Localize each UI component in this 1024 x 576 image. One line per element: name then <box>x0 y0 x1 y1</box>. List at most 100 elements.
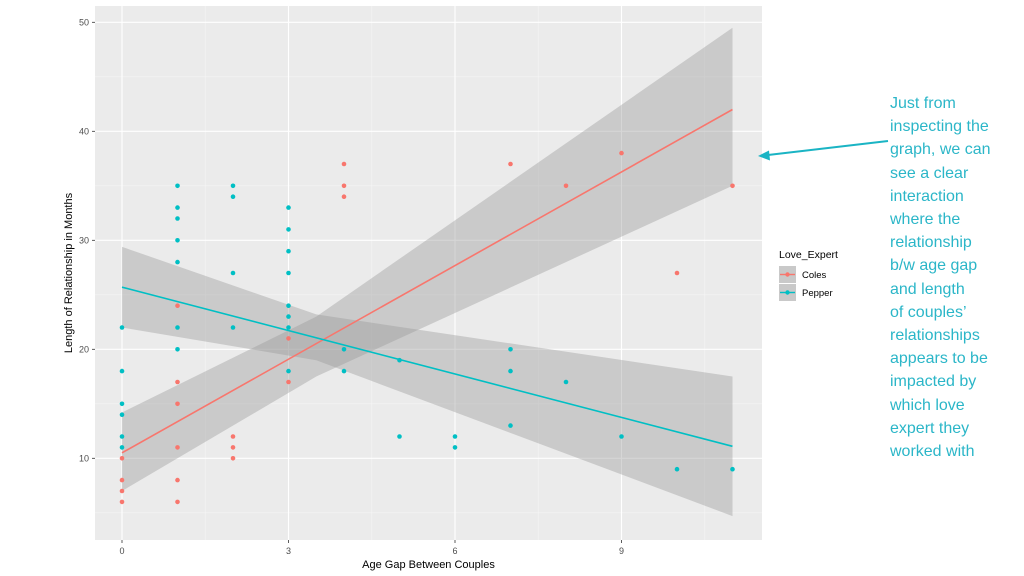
data-point-coles <box>230 445 236 450</box>
data-point-pepper <box>563 379 569 385</box>
data-point-coles <box>508 161 513 167</box>
x-axis-title: Age Gap Between Couples <box>362 559 495 571</box>
data-point-pepper <box>286 368 291 374</box>
data-point-pepper <box>452 445 458 450</box>
fit-line-pepper <box>121 286 733 448</box>
x-tick-label: 3 <box>286 546 291 556</box>
data-point-pepper <box>230 270 236 276</box>
data-point-pepper <box>230 325 236 330</box>
annotation-line: worked with <box>890 443 975 461</box>
plot-panel <box>95 6 762 540</box>
y-axis-title: Length of Relationship in Months <box>63 192 75 353</box>
annotation-line: graph, we can <box>890 141 991 159</box>
data-point-coles <box>230 456 236 461</box>
data-point-pepper <box>119 368 125 374</box>
annotation-line: Just from <box>890 95 956 112</box>
data-point-pepper <box>230 194 236 199</box>
data-point-coles <box>619 150 624 156</box>
data-point-pepper <box>286 270 291 276</box>
data-point-pepper <box>286 325 291 330</box>
x-tick-label: 0 <box>119 546 124 556</box>
fit-line-coles <box>121 108 733 454</box>
data-point-coles <box>286 379 291 385</box>
y-tick-label: 40 <box>79 126 89 136</box>
data-point-coles <box>230 434 236 439</box>
data-point-pepper <box>119 412 125 418</box>
data-point-coles <box>341 161 347 167</box>
data-point-pepper <box>175 183 180 189</box>
annotation-arrow-line <box>767 140 889 156</box>
data-point-pepper <box>175 347 180 352</box>
data-point-pepper <box>674 466 680 472</box>
data-point-pepper <box>397 434 402 439</box>
annotation-line: expert they <box>890 419 970 437</box>
annotation-line: relationships <box>890 327 980 345</box>
annotation-line: interaction <box>890 187 964 205</box>
data-point-pepper <box>619 434 624 439</box>
legend-dot-coles <box>785 272 790 277</box>
y-tick-label: 10 <box>79 453 89 463</box>
y-tick-label: 30 <box>79 235 89 245</box>
data-point-pepper <box>119 434 125 439</box>
y-tick-label: 50 <box>79 17 89 27</box>
data-point-coles <box>341 183 347 189</box>
confidence-band-pepper <box>122 246 733 517</box>
data-point-coles <box>175 499 180 505</box>
annotation-arrow-head <box>758 150 770 161</box>
x-tick-label: 9 <box>619 546 624 556</box>
annotation-line: and length <box>890 280 965 298</box>
data-point-coles <box>119 456 125 461</box>
annotation-line: appears to be <box>890 350 988 368</box>
data-point-pepper <box>508 347 513 352</box>
annotation-line: which love <box>890 396 965 414</box>
data-point-pepper <box>508 368 513 374</box>
data-point-pepper <box>730 466 735 472</box>
data-point-coles <box>175 303 180 309</box>
data-point-pepper <box>175 259 180 265</box>
data-point-pepper <box>452 434 458 439</box>
data-point-pepper <box>175 216 180 221</box>
data-point-coles <box>286 336 291 341</box>
annotation-line: inspecting the <box>890 118 989 136</box>
data-point-pepper <box>341 347 347 352</box>
x-tick-label: 6 <box>452 546 457 556</box>
legend-label-coles: Coles <box>802 270 827 281</box>
data-point-coles <box>175 379 180 385</box>
annotation-line: b/w age gap <box>890 257 978 275</box>
data-point-coles <box>119 499 125 505</box>
legend-title: Love_Expert <box>779 249 838 261</box>
data-point-pepper <box>286 205 291 210</box>
data-point-pepper <box>286 314 291 319</box>
annotation-line: where the <box>890 211 961 229</box>
data-point-pepper <box>508 423 513 428</box>
data-point-pepper <box>286 248 291 254</box>
annotation-text: Just from inspecting the graph, we can s… <box>890 92 1015 463</box>
data-point-coles <box>674 270 680 276</box>
data-point-coles <box>563 183 569 189</box>
data-point-pepper <box>230 183 236 189</box>
data-point-coles <box>175 477 180 483</box>
data-point-pepper <box>119 445 125 450</box>
data-point-coles <box>119 488 125 494</box>
annotation-line: impacted by <box>890 373 977 391</box>
data-point-coles <box>730 183 735 189</box>
legend-dot-pepper <box>785 290 790 295</box>
data-point-pepper <box>119 325 125 330</box>
data-point-pepper <box>341 368 347 374</box>
data-point-pepper <box>175 238 180 243</box>
data-point-pepper <box>175 205 180 210</box>
data-point-coles <box>119 477 125 483</box>
annotation-line: relationship <box>890 234 972 252</box>
legend-label-pepper: Pepper <box>802 288 833 299</box>
data-point-coles <box>341 194 347 199</box>
data-point-pepper <box>119 401 125 407</box>
data-point-pepper <box>286 227 291 232</box>
data-point-pepper <box>175 325 180 330</box>
data-point-coles <box>175 445 180 450</box>
y-tick-label: 20 <box>79 344 89 354</box>
data-point-pepper <box>286 303 291 309</box>
data-point-coles <box>175 401 180 407</box>
annotation-line: of couples’ <box>890 303 967 321</box>
annotation-line: see a clear <box>890 164 969 182</box>
